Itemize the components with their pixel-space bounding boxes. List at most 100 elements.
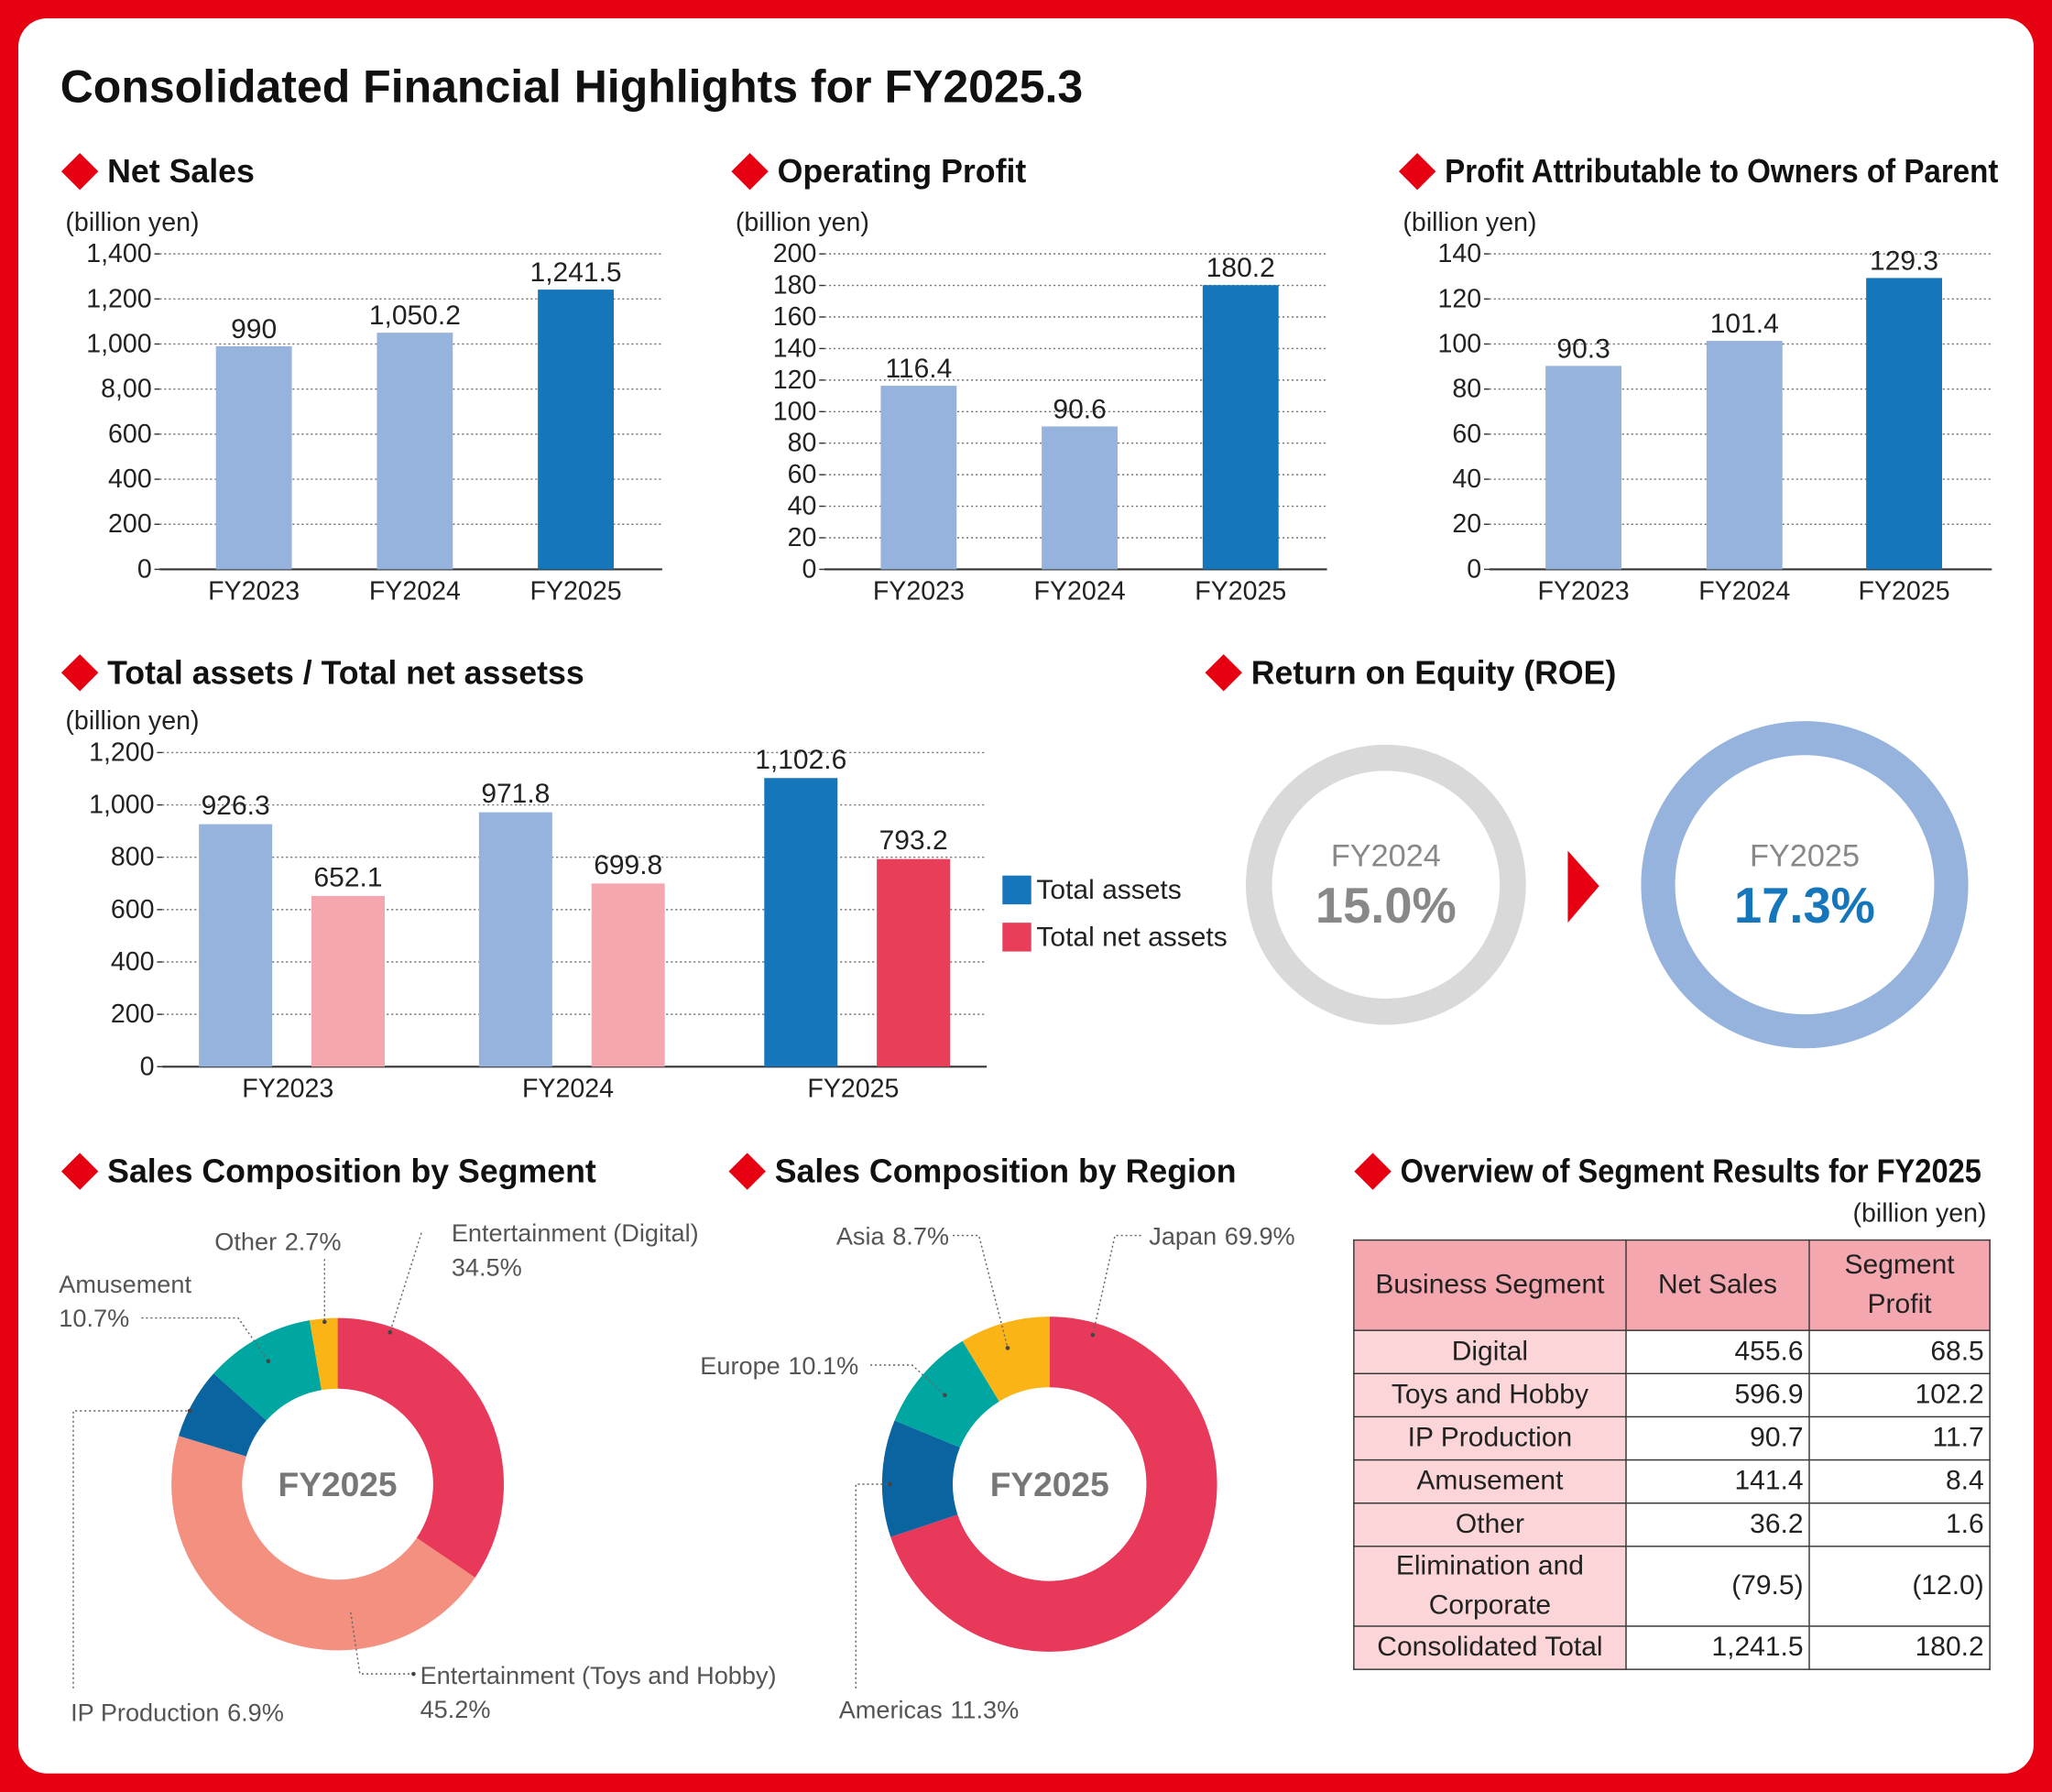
table-row: Amusement 141.4 8.4 [1353,1459,1991,1504]
slice-value: 69.9% [1225,1221,1295,1250]
roe-year: FY2025 [1750,838,1860,873]
bar [1866,278,1942,570]
y-tick-label: 200 [108,509,152,539]
donut-slice [309,1317,338,1391]
x-tick-label: FY2023 [1538,577,1630,606]
table-cell: 1.6 [1808,1502,1991,1547]
leader-line [72,1410,191,1688]
bar [880,386,957,570]
bar [478,812,552,1067]
y-tick-label: 140 [773,333,817,363]
donut-center: FY2025 [990,1465,1109,1503]
slice-label: Asia [836,1221,886,1250]
roe-ring [1245,744,1526,1025]
section-title: Return on Equity (ROE) [1251,654,1617,691]
bar [1042,426,1118,570]
value-label: 90.6 [1053,394,1106,424]
value-label: 652.1 [313,862,382,892]
y-tick-label: 40 [1452,464,1481,494]
table-row: IP Production 90.7 11.7 [1353,1415,1991,1461]
donut-slice [213,1320,322,1421]
y-tick-label: 1,000 [86,330,151,359]
leader-line [389,1232,422,1333]
y-tick-label: 0 [1467,554,1481,584]
donut-slice [178,1373,267,1457]
table-cell: 102.2 [1808,1372,1991,1418]
bar [877,858,951,1067]
slice-value: 6.9% [227,1698,284,1726]
slice-text: Japan 69.9% [1149,1221,1294,1250]
y-tick-label: 1,200 [89,738,154,767]
section-title: Operating Profit [778,153,1027,190]
slice-value: 11.3% [950,1695,1019,1723]
y-tick-label: 8,00 [101,375,152,404]
x-tick-label: FY2024 [369,577,461,606]
leader-dot [387,1329,392,1335]
x-tick-label: FY2025 [1859,577,1950,606]
table-cell: Other [1353,1502,1627,1547]
slice-value: 8.7% [892,1221,949,1250]
y-tick-label: 0 [802,554,817,584]
table-cell: 11.7 [1808,1415,1991,1461]
value-label: 699.8 [594,850,662,880]
y-tick-label: 600 [111,895,155,924]
x-tick-label: FY2024 [522,1075,614,1104]
page-title: Consolidated Financial Highlights for FY… [60,60,1084,112]
table-cell: Elimination and Corporate [1353,1546,1627,1627]
slice-text: IP Production 6.9% [71,1698,284,1726]
bar [1545,366,1621,570]
column-header: Segment Profit [1808,1239,1991,1331]
table-row: Elimination and Corporate (79.5) (12.0) [1353,1546,1991,1627]
y-tick-label: 180 [773,271,817,300]
leader-line [869,1364,945,1396]
table-cell: 180.2 [1808,1625,1991,1670]
x-tick-label: FY2023 [208,577,300,606]
section-title: Net Sales [107,153,255,190]
slice-text: Americas 11.3% [839,1695,1020,1723]
x-tick-label: FY2024 [1698,577,1790,606]
bar [199,824,273,1067]
table-cell: Toys and Hobby [1353,1372,1627,1418]
y-tick-label: 160 [773,302,817,332]
slice-value: 10.1% [788,1350,858,1379]
legend-label: Total net assets [1036,922,1227,952]
slice-label: Japan [1149,1221,1217,1250]
slice-value: 10.7% [59,1304,129,1332]
header-diamond [1354,1153,1392,1190]
roe-ring [1641,721,1969,1049]
y-tick-label: 0 [140,1052,155,1081]
leader-line [141,1317,269,1362]
y-tick-label: 20 [788,523,817,552]
table-cell: 455.6 [1625,1329,1810,1374]
value-label: 129.3 [1870,246,1938,276]
slice-value: 2.7% [285,1227,342,1255]
y-axis-label: (billion yen) [65,208,199,237]
slice-label: Other [214,1227,277,1255]
x-tick-label: FY2024 [1034,577,1126,606]
table-cell: (79.5) [1625,1546,1810,1627]
table-cell: (12.0) [1808,1546,1991,1627]
leader-dot [888,1481,892,1487]
leader-dot [943,1393,947,1398]
y-tick-label: 600 [108,420,152,449]
bar [538,290,614,570]
y-tick-label: 200 [111,1000,155,1029]
donut-slice [894,1340,999,1448]
y-tick-label: 80 [1452,375,1481,404]
leader-dot [411,1671,416,1677]
legend-label: Total assets [1036,875,1181,905]
donut-slice [890,1317,1217,1652]
y-tick-label: 100 [1437,330,1481,359]
header-diamond [1398,152,1436,191]
table-cell: 90.7 [1625,1415,1810,1461]
x-tick-label: FY2023 [873,577,965,606]
section-title: Sales Composition by Region [775,1153,1237,1190]
value-label: 926.3 [202,791,270,821]
slice-label: IP Production [71,1698,219,1726]
y-axis-label: (billion yen) [1403,208,1536,237]
table-row: Other 36.2 1.6 [1353,1502,1991,1547]
slice-value: 34.5% [452,1252,522,1281]
y-tick-label: 1,000 [89,791,154,820]
table-header: Business Segment Net Sales Segment Profit [1353,1239,1991,1331]
